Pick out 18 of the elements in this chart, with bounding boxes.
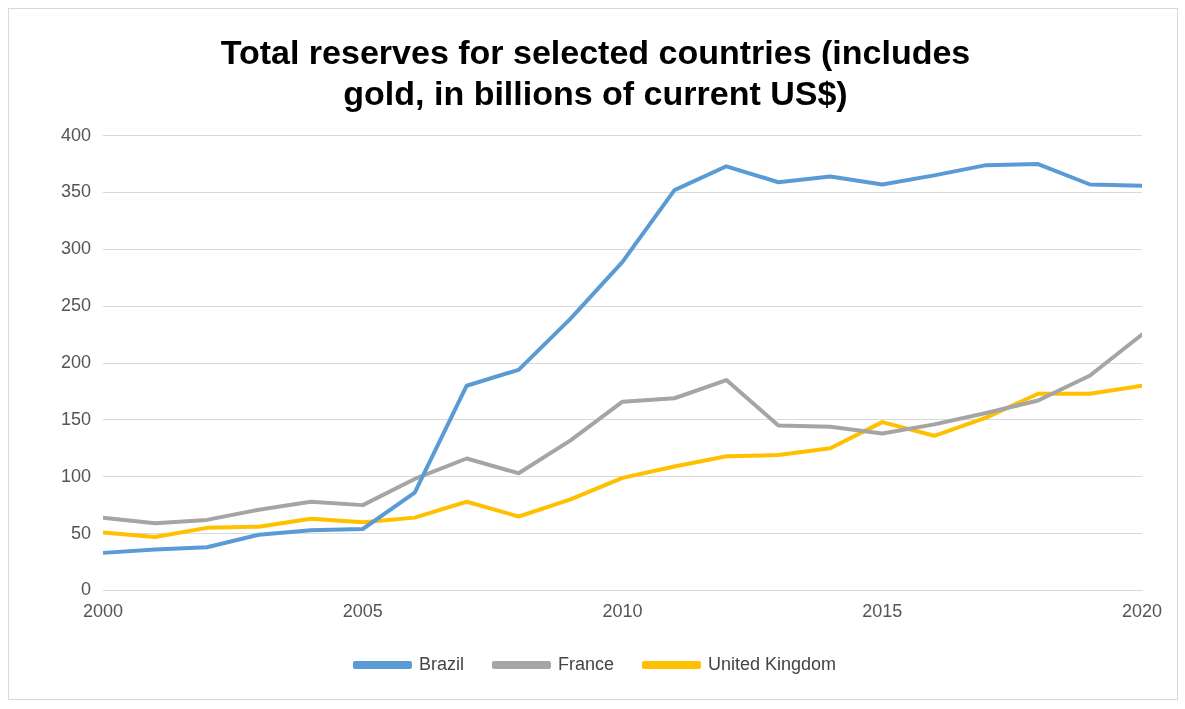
y-tick-label: 100 — [60, 465, 92, 486]
y-tick-label: 200 — [60, 351, 92, 372]
y-tick-label: 400 — [60, 124, 92, 145]
legend-label: United Kingdom — [707, 653, 837, 674]
x-tick-label: 2020 — [1121, 601, 1163, 622]
x-tick-label: 2005 — [342, 601, 383, 622]
x-tick-label: 2015 — [862, 601, 903, 622]
x-tick-label: 2000 — [83, 601, 124, 622]
y-tick-label: 150 — [60, 408, 92, 429]
x-tick-label: 2010 — [602, 601, 643, 622]
y-tick-label: 50 — [71, 522, 92, 543]
chart-title: Total reserves for selected countries (includes gold, in billions of current US$) — [220, 32, 971, 112]
y-tick-label: 300 — [60, 238, 92, 259]
y-tick-label: 0 — [81, 579, 92, 600]
legend-label: France — [557, 653, 614, 674]
legend-label: Brazil — [418, 653, 464, 674]
y-tick-label: 350 — [60, 181, 92, 202]
y-tick-label: 250 — [60, 295, 92, 316]
